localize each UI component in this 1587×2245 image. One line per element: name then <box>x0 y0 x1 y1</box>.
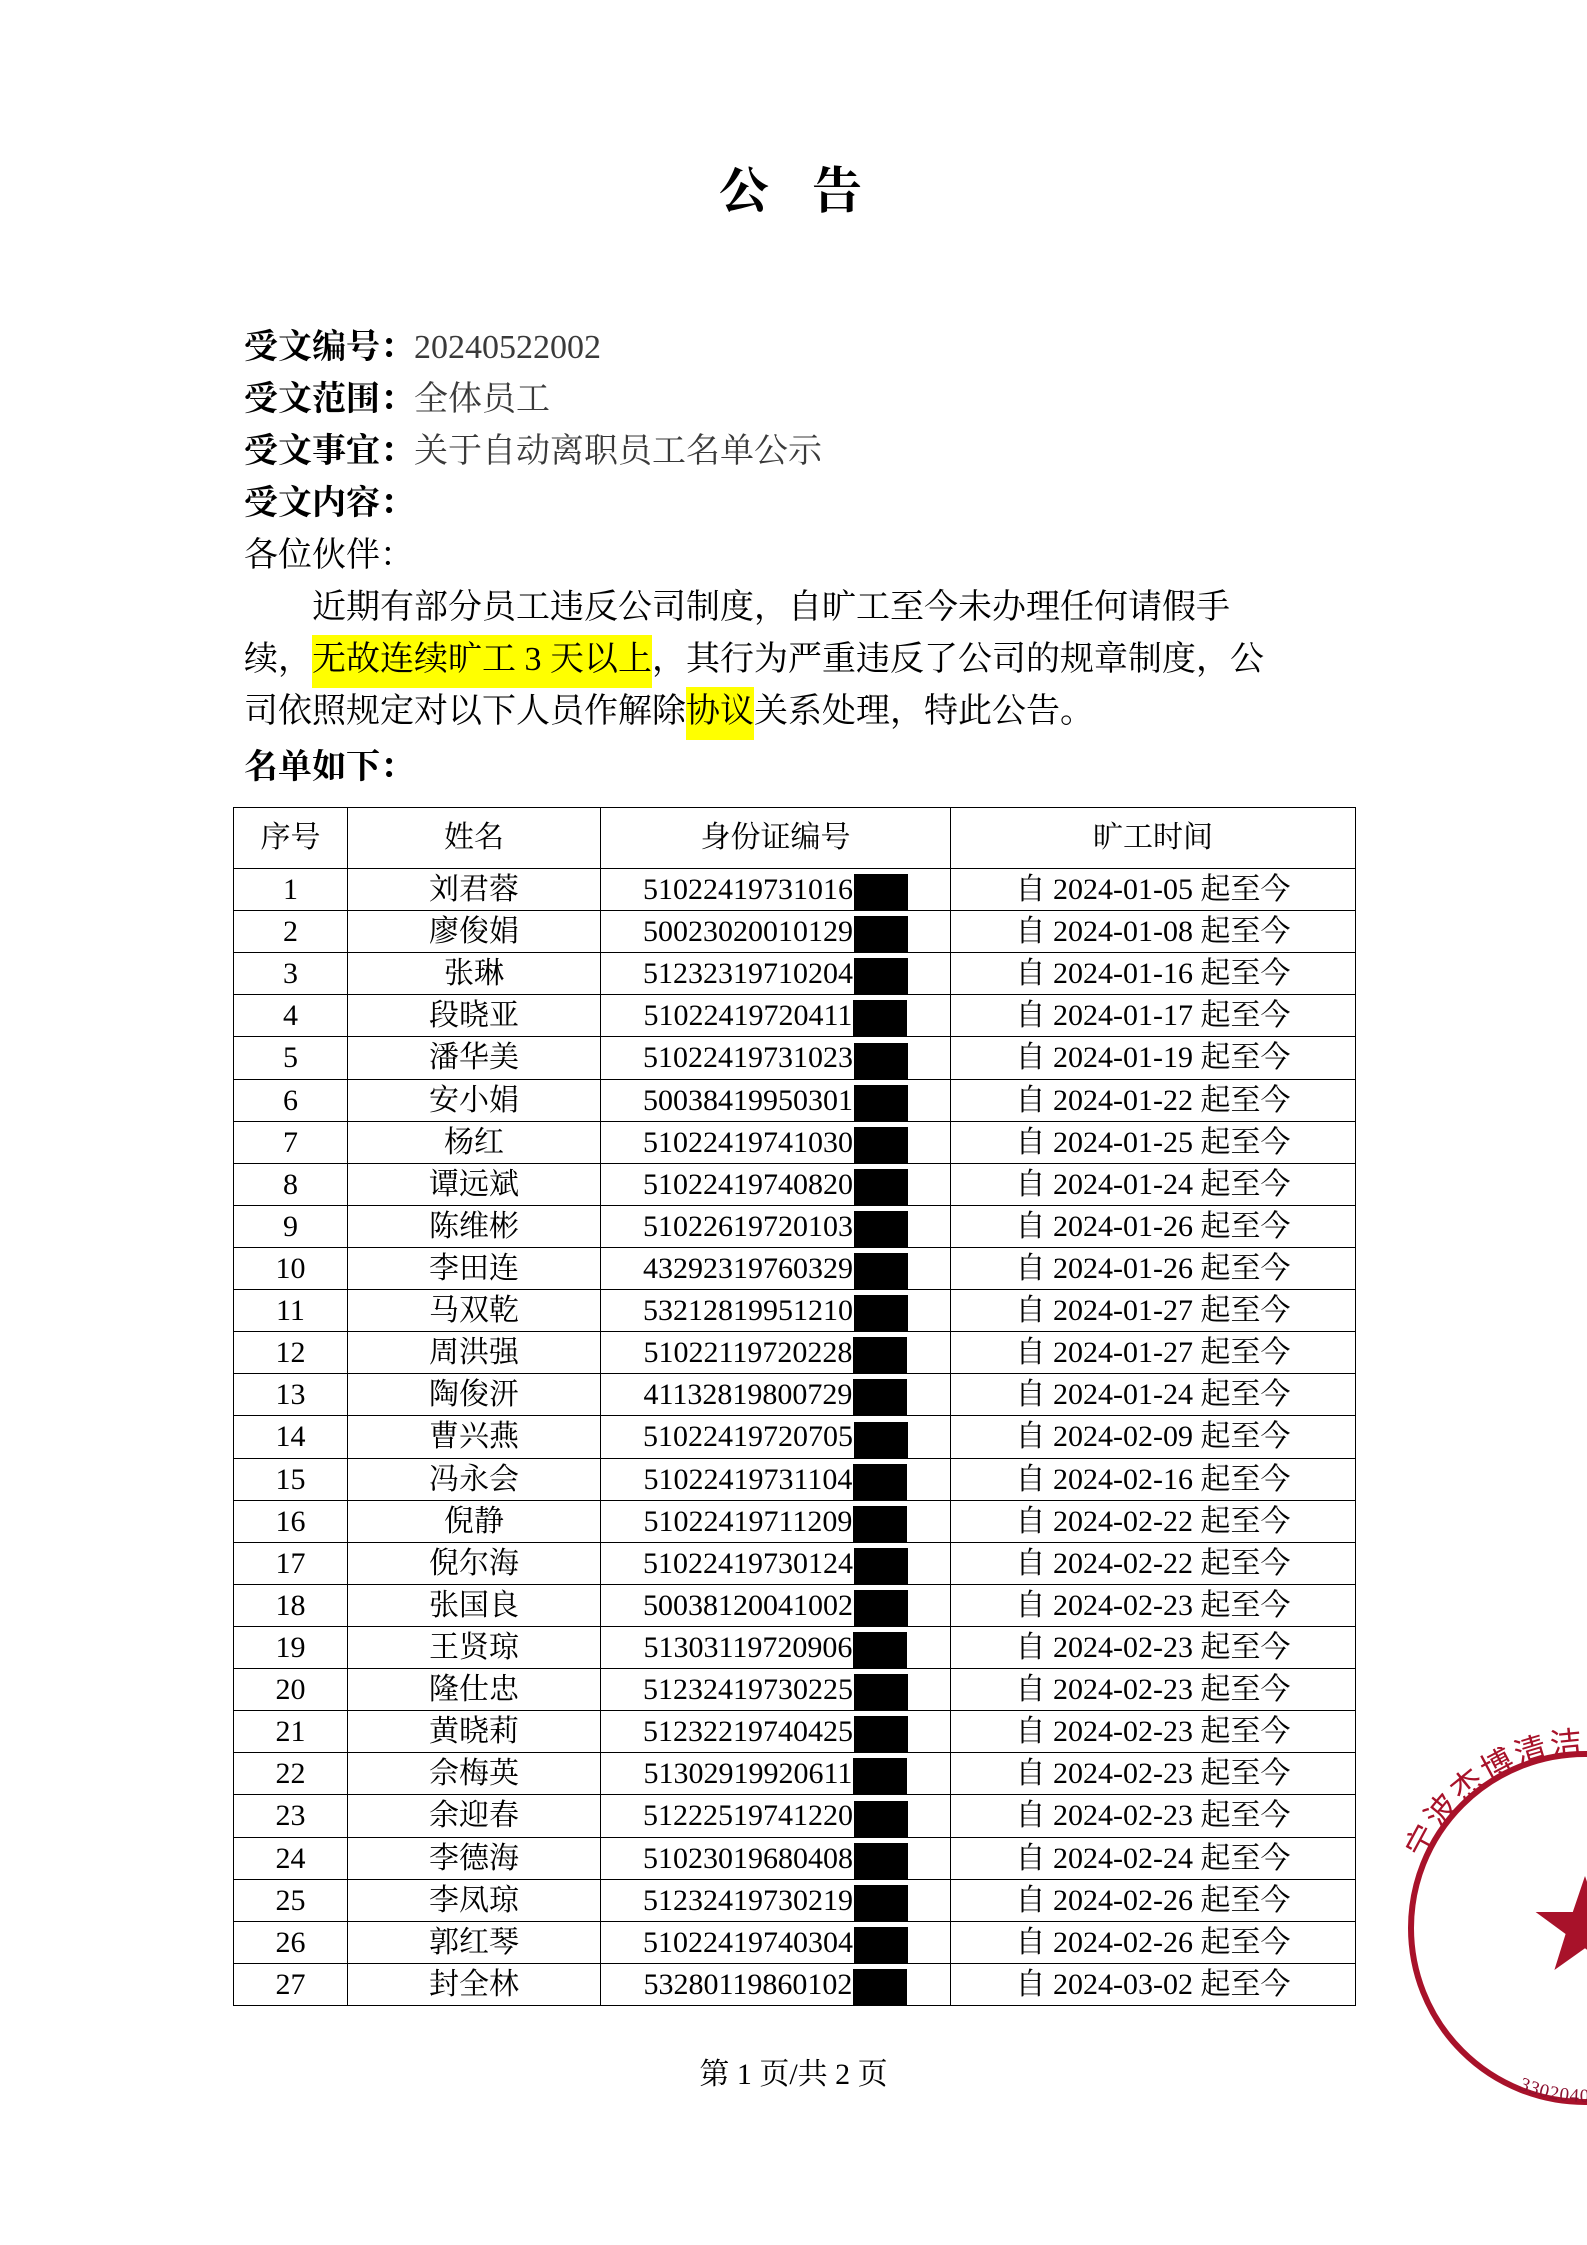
svg-text:宁波杰博清洁服务有限公司: 宁波杰博清洁服务有限公司 <box>1398 1724 1587 1863</box>
